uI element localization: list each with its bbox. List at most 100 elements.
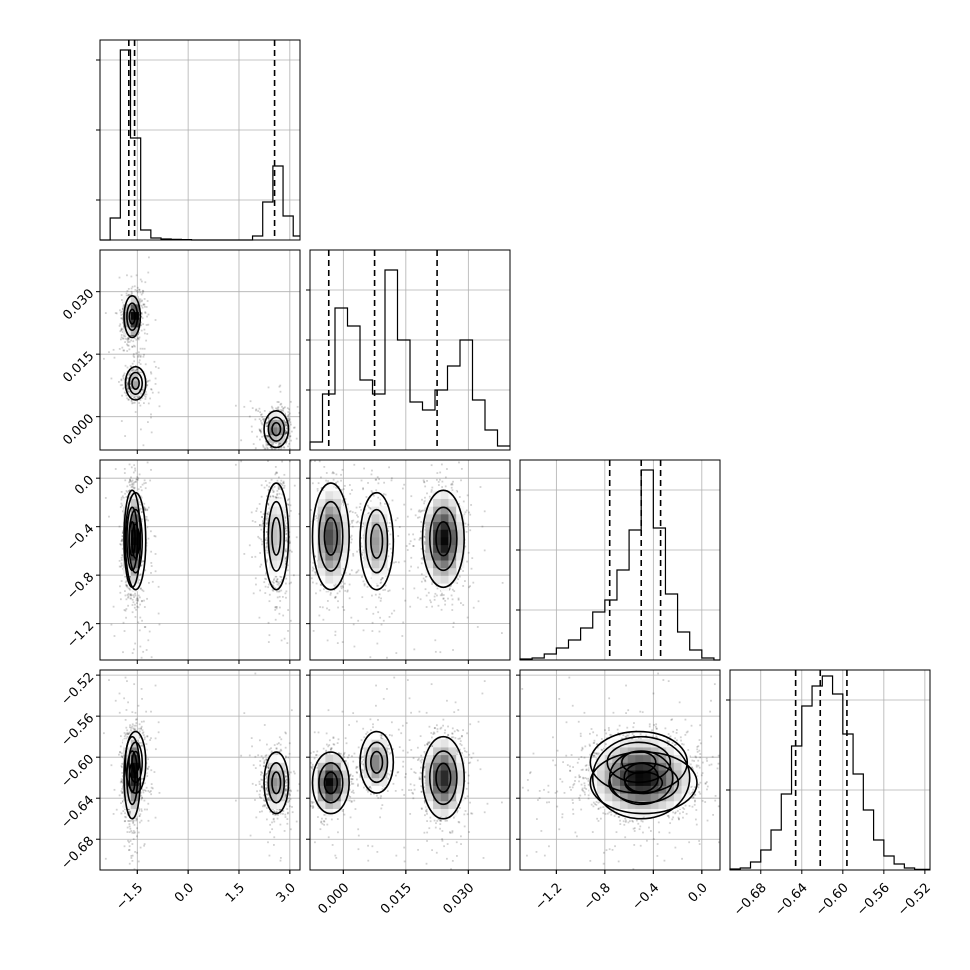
scatter-point bbox=[143, 506, 146, 509]
scatter-point bbox=[151, 391, 154, 394]
scatter-point bbox=[131, 479, 134, 482]
scatter-point bbox=[143, 298, 146, 300]
scatter-point bbox=[148, 581, 150, 584]
scatter-point bbox=[150, 413, 152, 416]
scatter-point bbox=[265, 437, 268, 440]
scatter-point bbox=[267, 434, 269, 437]
scatter-point bbox=[129, 588, 131, 591]
scatter-point bbox=[147, 421, 149, 423]
scatter-point bbox=[243, 553, 246, 555]
scatter-point bbox=[127, 402, 129, 404]
scatter-point bbox=[283, 484, 286, 487]
scatter-point bbox=[273, 455, 275, 457]
scatter-point bbox=[150, 388, 153, 391]
scatter-point bbox=[154, 319, 157, 321]
scatter-point bbox=[275, 454, 277, 456]
scatter-point bbox=[128, 293, 130, 296]
scatter-point bbox=[145, 306, 148, 308]
density-cell bbox=[276, 419, 286, 428]
scatter-point bbox=[142, 440, 144, 442]
scatter-point bbox=[285, 442, 287, 445]
scatter-point bbox=[124, 590, 126, 593]
scatter-point bbox=[139, 587, 142, 590]
scatter-point bbox=[289, 421, 292, 424]
density-cell bbox=[130, 575, 139, 584]
scatter-point bbox=[272, 490, 275, 493]
scatter-point bbox=[264, 592, 267, 594]
scatter-point bbox=[279, 606, 281, 609]
scatter-point bbox=[118, 381, 120, 383]
contour-1-1 bbox=[128, 371, 144, 395]
scatter-point bbox=[266, 464, 268, 466]
scatter-point bbox=[139, 399, 142, 401]
density-cell bbox=[269, 529, 278, 538]
scatter-point bbox=[149, 530, 152, 533]
scatter-point bbox=[285, 421, 288, 424]
scatter-point bbox=[278, 492, 281, 495]
scatter-point bbox=[124, 341, 127, 343]
scatter-point bbox=[122, 349, 125, 352]
scatter-point bbox=[270, 405, 273, 408]
scatter-point bbox=[274, 609, 277, 611]
scatter-point bbox=[132, 471, 135, 474]
scatter-point bbox=[267, 511, 270, 514]
scatter-point bbox=[254, 577, 257, 580]
scatter-point bbox=[285, 577, 288, 580]
scatter-point bbox=[265, 435, 268, 437]
scatter-point bbox=[154, 553, 157, 555]
scatter-point bbox=[265, 530, 268, 533]
scatter-point bbox=[138, 288, 140, 291]
scatter-point bbox=[136, 368, 139, 371]
scatter-point bbox=[284, 529, 287, 532]
scatter-point bbox=[127, 337, 130, 340]
scatter-point bbox=[121, 564, 123, 567]
scatter-point bbox=[143, 455, 145, 457]
scatter-point bbox=[264, 421, 267, 424]
scatter-point bbox=[144, 391, 147, 393]
scatter-point bbox=[283, 637, 286, 640]
scatter-point bbox=[127, 344, 130, 347]
scatter-point bbox=[120, 328, 123, 331]
scatter-point bbox=[134, 369, 137, 372]
density-panel-2-1 bbox=[306, 459, 511, 664]
scatter-point bbox=[140, 656, 143, 659]
scatter-point bbox=[289, 400, 292, 403]
scatter-point bbox=[131, 362, 134, 365]
scatter-point bbox=[121, 394, 123, 397]
scatter-point bbox=[125, 616, 127, 619]
scatter-point bbox=[133, 396, 136, 399]
scatter-point bbox=[265, 443, 268, 445]
scatter-point bbox=[144, 398, 147, 400]
scatter-point bbox=[120, 502, 123, 505]
scatter-point bbox=[108, 515, 110, 518]
scatter-point bbox=[138, 314, 141, 317]
scatter-point bbox=[297, 692, 299, 694]
scatter-point bbox=[272, 495, 275, 498]
scatter-point bbox=[132, 483, 135, 486]
scatter-point bbox=[284, 432, 287, 435]
scatter-point bbox=[145, 649, 148, 651]
scatter-point bbox=[285, 590, 288, 593]
scatter-point bbox=[290, 550, 293, 553]
scatter-point bbox=[123, 609, 126, 611]
scatter-point bbox=[139, 448, 141, 450]
scatter-point bbox=[267, 460, 269, 462]
scatter-point bbox=[304, 401, 306, 403]
scatter-point bbox=[125, 384, 128, 387]
scatter-point bbox=[274, 606, 277, 609]
scatter-point bbox=[126, 387, 128, 390]
density-cell bbox=[138, 552, 147, 561]
scatter-point bbox=[129, 387, 132, 389]
scatter-point bbox=[268, 667, 270, 669]
scatter-point bbox=[276, 489, 279, 492]
scatter-point bbox=[280, 479, 283, 482]
scatter-point bbox=[132, 369, 135, 372]
scatter-point bbox=[143, 332, 146, 335]
scatter-point bbox=[138, 313, 141, 316]
scatter-point bbox=[130, 287, 133, 290]
scatter-point bbox=[140, 315, 143, 318]
scatter-point bbox=[129, 478, 131, 481]
scatter-point bbox=[260, 413, 262, 416]
scatter-point bbox=[142, 303, 145, 306]
density-cells bbox=[123, 490, 286, 592]
